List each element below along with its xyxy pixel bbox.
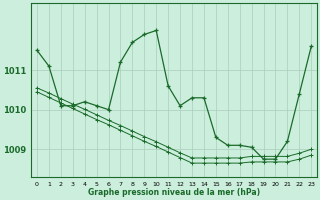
X-axis label: Graphe pression niveau de la mer (hPa): Graphe pression niveau de la mer (hPa) <box>88 188 260 197</box>
